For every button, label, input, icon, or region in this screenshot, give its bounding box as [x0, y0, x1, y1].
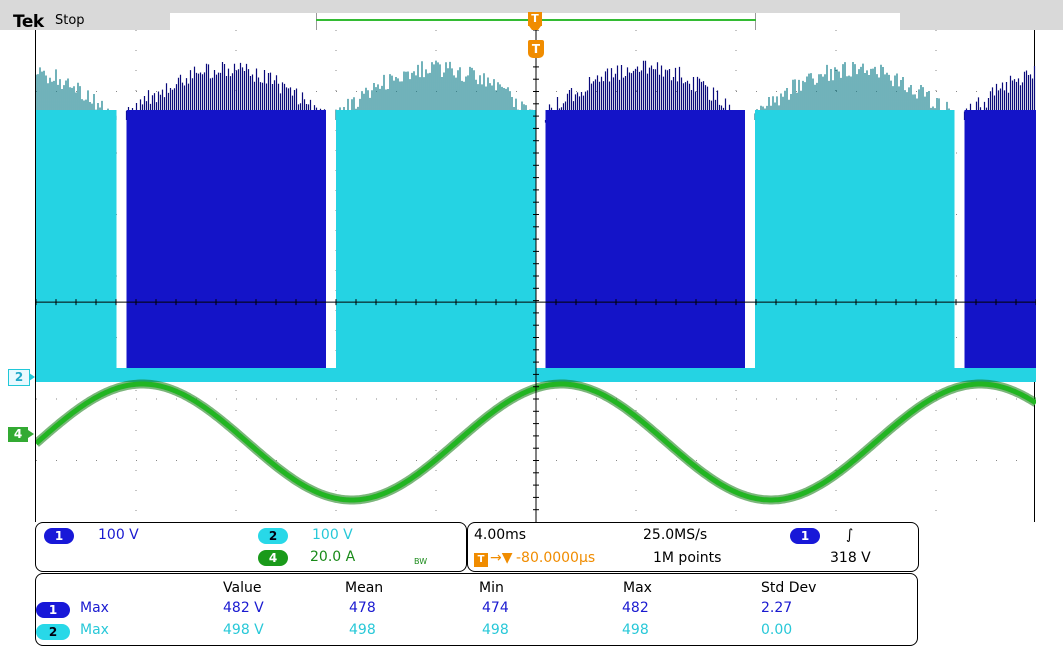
ch1-badge[interactable]: 1: [44, 528, 74, 544]
meas-row-1-value: 482 V: [223, 600, 264, 616]
ch2-scale: 100 V: [312, 527, 353, 543]
acquisition-state: Stop: [55, 13, 85, 28]
ch4-ground-marker[interactable]: 4: [8, 427, 28, 442]
meas-row-2-channel-badge[interactable]: 2: [36, 624, 70, 640]
meas-row-2-min: 498: [482, 622, 509, 638]
channel-readout-panel: 1 100 V 2 100 V 4 20.0 A BW: [35, 522, 467, 572]
record-length: 1M points: [653, 550, 721, 566]
meas-row-2-type: Max: [80, 622, 109, 638]
ch4-scale: 20.0 A: [310, 549, 355, 565]
trigger-level: 318 V: [830, 550, 871, 566]
time-per-division: 4.00ms: [474, 527, 526, 543]
trigger-delay-icon: T: [474, 553, 488, 567]
ch2-ground-marker[interactable]: 2: [8, 369, 30, 386]
timebase-readout-panel: 4.00ms 25.0MS/s 1 ∫ T →▼ -80.0000μs 1M p…: [467, 522, 919, 572]
status-bar: Tek Stop T: [0, 0, 1063, 30]
meas-row-2-mean: 498: [349, 622, 376, 638]
ch1-scale: 100 V: [98, 527, 139, 543]
meas-row-1-type: Max: [80, 600, 109, 616]
meas-row-1-channel-badge[interactable]: 1: [36, 602, 70, 618]
trigger-point-marker[interactable]: T: [528, 40, 544, 58]
column-header-std-dev: Std Dev: [761, 580, 816, 596]
meas-row-1-min: 474: [482, 600, 509, 616]
bandwidth-limit-badge: BW: [414, 557, 427, 566]
trigger-position-icon: T: [528, 12, 542, 26]
column-header-value: Value: [223, 580, 261, 596]
sample-rate: 25.0MS/s: [643, 527, 707, 543]
measurement-panel: Value Mean Min Max Std Dev 1 Max 482 V 4…: [35, 573, 918, 646]
horizontal-delay: -80.0000μs: [516, 550, 595, 566]
column-header-min: Min: [479, 580, 504, 596]
delay-arrow-icon: →▼: [490, 550, 513, 566]
meas-row-2-value: 498 V: [223, 622, 264, 638]
meas-row-1-max: 482: [622, 600, 649, 616]
brand-logo: Tek: [13, 12, 44, 32]
graticule: [36, 30, 1036, 522]
waveform-display[interactable]: [35, 30, 1035, 522]
trigger-slope-icon: ∫: [846, 527, 853, 543]
ch4-badge[interactable]: 4: [258, 550, 288, 566]
ch2-badge[interactable]: 2: [258, 528, 288, 544]
meas-row-1-std-dev: 2.27: [761, 600, 792, 616]
meas-row-2-max: 498: [622, 622, 649, 638]
trigger-source-badge[interactable]: 1: [790, 528, 820, 544]
meas-row-2-std-dev: 0.00: [761, 622, 792, 638]
meas-row-1-mean: 478: [349, 600, 376, 616]
column-header-max: Max: [623, 580, 652, 596]
column-header-mean: Mean: [345, 580, 383, 596]
